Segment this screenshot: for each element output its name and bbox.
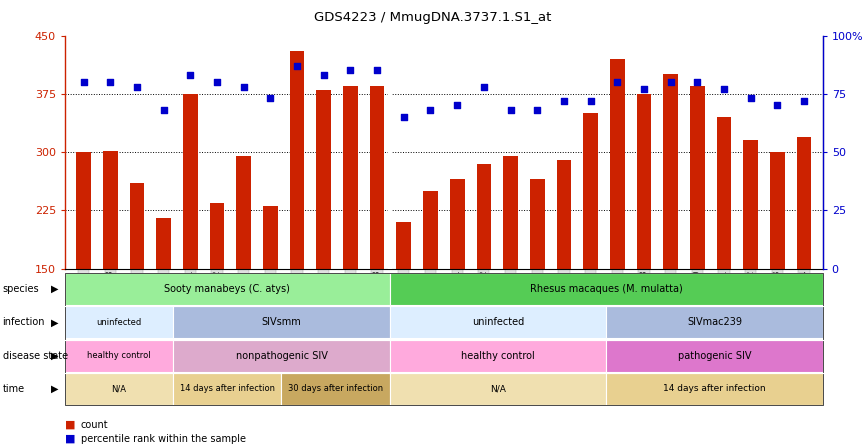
- Text: ■: ■: [65, 434, 75, 444]
- Bar: [236, 156, 251, 385]
- Bar: [343, 86, 358, 385]
- Text: 14 days after infection: 14 days after infection: [180, 385, 275, 393]
- Point: [450, 102, 464, 109]
- Text: N/A: N/A: [490, 385, 506, 393]
- Text: Rhesus macaques (M. mulatta): Rhesus macaques (M. mulatta): [530, 284, 682, 294]
- Point: [663, 79, 677, 86]
- Point: [397, 114, 410, 121]
- Bar: [637, 94, 651, 385]
- Point: [771, 102, 785, 109]
- Text: ▶: ▶: [51, 384, 59, 394]
- Bar: [797, 137, 811, 385]
- Bar: [157, 218, 171, 385]
- Point: [103, 79, 117, 86]
- Point: [184, 71, 197, 79]
- Bar: [557, 160, 572, 385]
- Text: count: count: [81, 420, 108, 430]
- Text: healthy control: healthy control: [87, 351, 151, 360]
- Point: [744, 95, 758, 102]
- Point: [584, 97, 598, 104]
- Point: [77, 79, 91, 86]
- Bar: [210, 202, 224, 385]
- Point: [157, 107, 171, 114]
- Bar: [503, 156, 518, 385]
- Bar: [770, 152, 785, 385]
- Bar: [103, 151, 118, 385]
- Point: [690, 79, 704, 86]
- Bar: [290, 51, 305, 385]
- Bar: [183, 94, 197, 385]
- Text: ▶: ▶: [51, 284, 59, 294]
- Text: SIVmac239: SIVmac239: [687, 317, 742, 327]
- Bar: [130, 183, 145, 385]
- Text: ▶: ▶: [51, 317, 59, 327]
- Point: [290, 62, 304, 69]
- Point: [210, 79, 224, 86]
- Text: uninfected: uninfected: [472, 317, 524, 327]
- Point: [236, 83, 250, 91]
- Text: pathogenic SIV: pathogenic SIV: [678, 351, 751, 361]
- Bar: [397, 222, 411, 385]
- Point: [797, 97, 811, 104]
- Text: SIVsmm: SIVsmm: [262, 317, 301, 327]
- Bar: [423, 191, 438, 385]
- Text: 30 days after infection: 30 days after infection: [288, 385, 383, 393]
- Point: [130, 83, 144, 91]
- Point: [344, 67, 358, 74]
- Bar: [743, 140, 758, 385]
- Bar: [76, 152, 91, 385]
- Point: [530, 107, 544, 114]
- Bar: [717, 117, 731, 385]
- Text: uninfected: uninfected: [96, 318, 142, 327]
- Text: 14 days after infection: 14 days after infection: [663, 385, 766, 393]
- Bar: [583, 113, 598, 385]
- Text: healthy control: healthy control: [461, 351, 535, 361]
- Point: [637, 86, 651, 93]
- Text: ▶: ▶: [51, 351, 59, 361]
- Text: N/A: N/A: [112, 385, 126, 393]
- Point: [263, 95, 277, 102]
- Point: [370, 67, 384, 74]
- Bar: [690, 86, 705, 385]
- Point: [504, 107, 518, 114]
- Point: [317, 71, 331, 79]
- Point: [611, 79, 624, 86]
- Text: disease state: disease state: [3, 351, 68, 361]
- Bar: [449, 179, 464, 385]
- Bar: [263, 206, 278, 385]
- Bar: [370, 86, 385, 385]
- Text: GDS4223 / MmugDNA.3737.1.S1_at: GDS4223 / MmugDNA.3737.1.S1_at: [314, 11, 552, 24]
- Text: infection: infection: [3, 317, 45, 327]
- Bar: [476, 164, 491, 385]
- Text: nonpathogenic SIV: nonpathogenic SIV: [236, 351, 327, 361]
- Bar: [663, 75, 678, 385]
- Text: percentile rank within the sample: percentile rank within the sample: [81, 434, 246, 444]
- Text: time: time: [3, 384, 25, 394]
- Text: ■: ■: [65, 420, 75, 430]
- Bar: [530, 179, 545, 385]
- Point: [557, 97, 571, 104]
- Text: Sooty manabeys (C. atys): Sooty manabeys (C. atys): [165, 284, 290, 294]
- Bar: [610, 59, 624, 385]
- Point: [477, 83, 491, 91]
- Point: [423, 107, 437, 114]
- Point: [717, 86, 731, 93]
- Bar: [316, 90, 331, 385]
- Text: species: species: [3, 284, 39, 294]
